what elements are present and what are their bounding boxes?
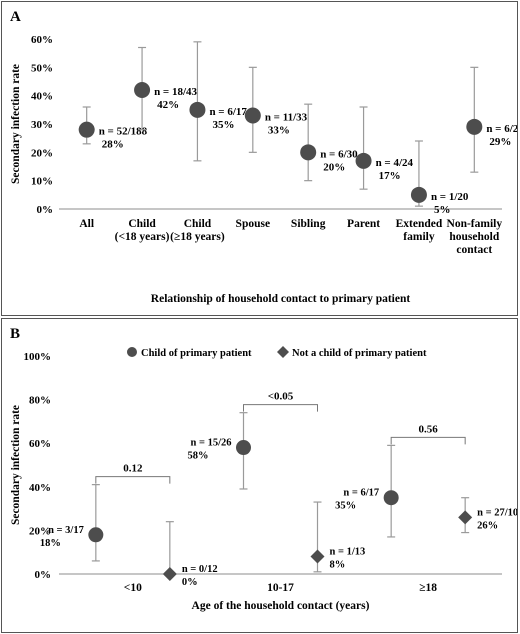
data-label-n: n = 52/188 [99, 126, 148, 138]
legend-label: Not a child of primary patient [292, 348, 427, 359]
x-tick-label: Sibling [291, 218, 326, 230]
x-tick-label: Child [184, 218, 212, 230]
y-tick-label: 60% [31, 34, 53, 46]
x-axis-title: Relationship of household contact to pri… [151, 293, 411, 305]
comparison-p-value: <0.05 [268, 391, 294, 403]
data-label-n: n = 1/13 [330, 547, 366, 558]
x-tick-label: contact [456, 244, 492, 256]
data-point [310, 549, 325, 564]
x-tick-label: Non-family [447, 218, 503, 230]
y-tick-label: 50% [31, 62, 53, 74]
y-tick-label: 100% [24, 351, 52, 363]
comparison-p-value: 0.56 [419, 423, 439, 435]
data-label-pct: 26% [477, 520, 498, 531]
x-tick-label: family [403, 231, 435, 243]
data-label-pct: 18% [40, 538, 61, 549]
data-label-n: n = 18/43 [154, 86, 197, 98]
data-label-pct: 0% [182, 577, 198, 588]
y-tick-label: 40% [31, 91, 53, 103]
x-tick-label: household [449, 231, 499, 243]
x-tick-label: 10-17 [267, 582, 294, 594]
data-label-pct: 35% [335, 501, 356, 512]
data-label-pct: 33% [268, 125, 290, 137]
data-point [78, 121, 95, 138]
y-tick-label: 0% [35, 569, 52, 581]
chart-b: B Child of primary patient Not a child of … [10, 326, 517, 612]
data-label-n: n = 1/20 [431, 191, 469, 203]
data-point [410, 186, 427, 203]
data-point [458, 510, 473, 525]
y-axis-title: Secondary infection rate [10, 405, 22, 525]
data-label-n: n = 11/33 [265, 112, 308, 124]
data-point [355, 152, 372, 169]
data-label-n: n = 6/17 [343, 488, 379, 499]
x-tick-label: (≥18 years) [170, 231, 225, 243]
x-tick-label: (<18 years) [115, 231, 170, 243]
data-label-n: n = 15/26 [191, 438, 232, 449]
x-tick-label: Extended [396, 218, 443, 230]
data-point [236, 440, 251, 456]
panel-label: A [10, 9, 21, 25]
x-axis-title: Age of the household contact (years) [192, 600, 370, 612]
data-point [383, 490, 399, 506]
panel-b: B Child of primary patient Not a child of … [1, 318, 518, 633]
data-point [134, 82, 151, 98]
data-label-pct: 5% [434, 204, 451, 216]
y-tick-label: 80% [29, 395, 51, 407]
data-label-pct: 20% [323, 161, 345, 173]
y-tick-label: 0% [37, 204, 54, 216]
x-tick-label: ≥18 [419, 582, 437, 594]
data-label-pct: 29% [489, 136, 511, 148]
comparison-bracket [243, 404, 318, 412]
comparison-bracket [390, 436, 466, 445]
x-tick-label: All [79, 218, 94, 230]
data-label-n: n = 27/103 [477, 507, 517, 518]
data-label-pct: 58% [188, 451, 209, 462]
x-tick-label: Parent [347, 218, 380, 230]
data-label-pct: 42% [157, 99, 179, 111]
legend-marker [277, 346, 289, 358]
legend-marker [127, 347, 137, 357]
legend-label: Child of primary patient [141, 348, 252, 359]
panel-a: A 0% 10% 20% 30% 40% 50% 60% Secondary infection… [1, 1, 518, 316]
data-label-pct: 8% [330, 560, 346, 571]
data-point [162, 567, 177, 581]
data-point [466, 118, 483, 135]
y-tick-label: 20% [29, 525, 51, 537]
data-label-n: n = 4/24 [376, 157, 414, 169]
comparison-bracket [95, 476, 171, 484]
y-tick-label: 60% [29, 438, 51, 450]
data-label-n: n = 6/17 [209, 106, 247, 118]
data-label-n: n = 0/12 [182, 564, 218, 575]
y-tick-label: 30% [31, 119, 53, 131]
data-label-pct: 28% [102, 139, 124, 151]
data-label-pct: 35% [212, 119, 234, 131]
x-tick-label: <10 [124, 582, 142, 594]
comparison-p-value: 0.12 [123, 463, 143, 475]
data-point [189, 101, 206, 118]
x-tick-label: Spouse [236, 218, 271, 230]
y-axis-title: Secondary infection rate [10, 64, 22, 184]
data-label-n: n = 6/30 [320, 148, 358, 160]
data-point [300, 144, 317, 161]
data-label-pct: 17% [379, 170, 401, 182]
data-label-n: n = 3/17 [48, 525, 84, 536]
panel-label: B [10, 326, 20, 342]
chart-a: A 0% 10% 20% 30% 40% 50% 60% Secondary infection… [10, 9, 517, 305]
data-point [244, 107, 261, 124]
y-tick-label: 40% [29, 482, 51, 494]
y-tick-label: 10% [31, 176, 53, 188]
x-tick-label: Child [128, 218, 156, 230]
data-point [88, 527, 104, 543]
y-tick-label: 20% [31, 147, 53, 159]
data-label-n: n = 6/21 [486, 123, 517, 135]
